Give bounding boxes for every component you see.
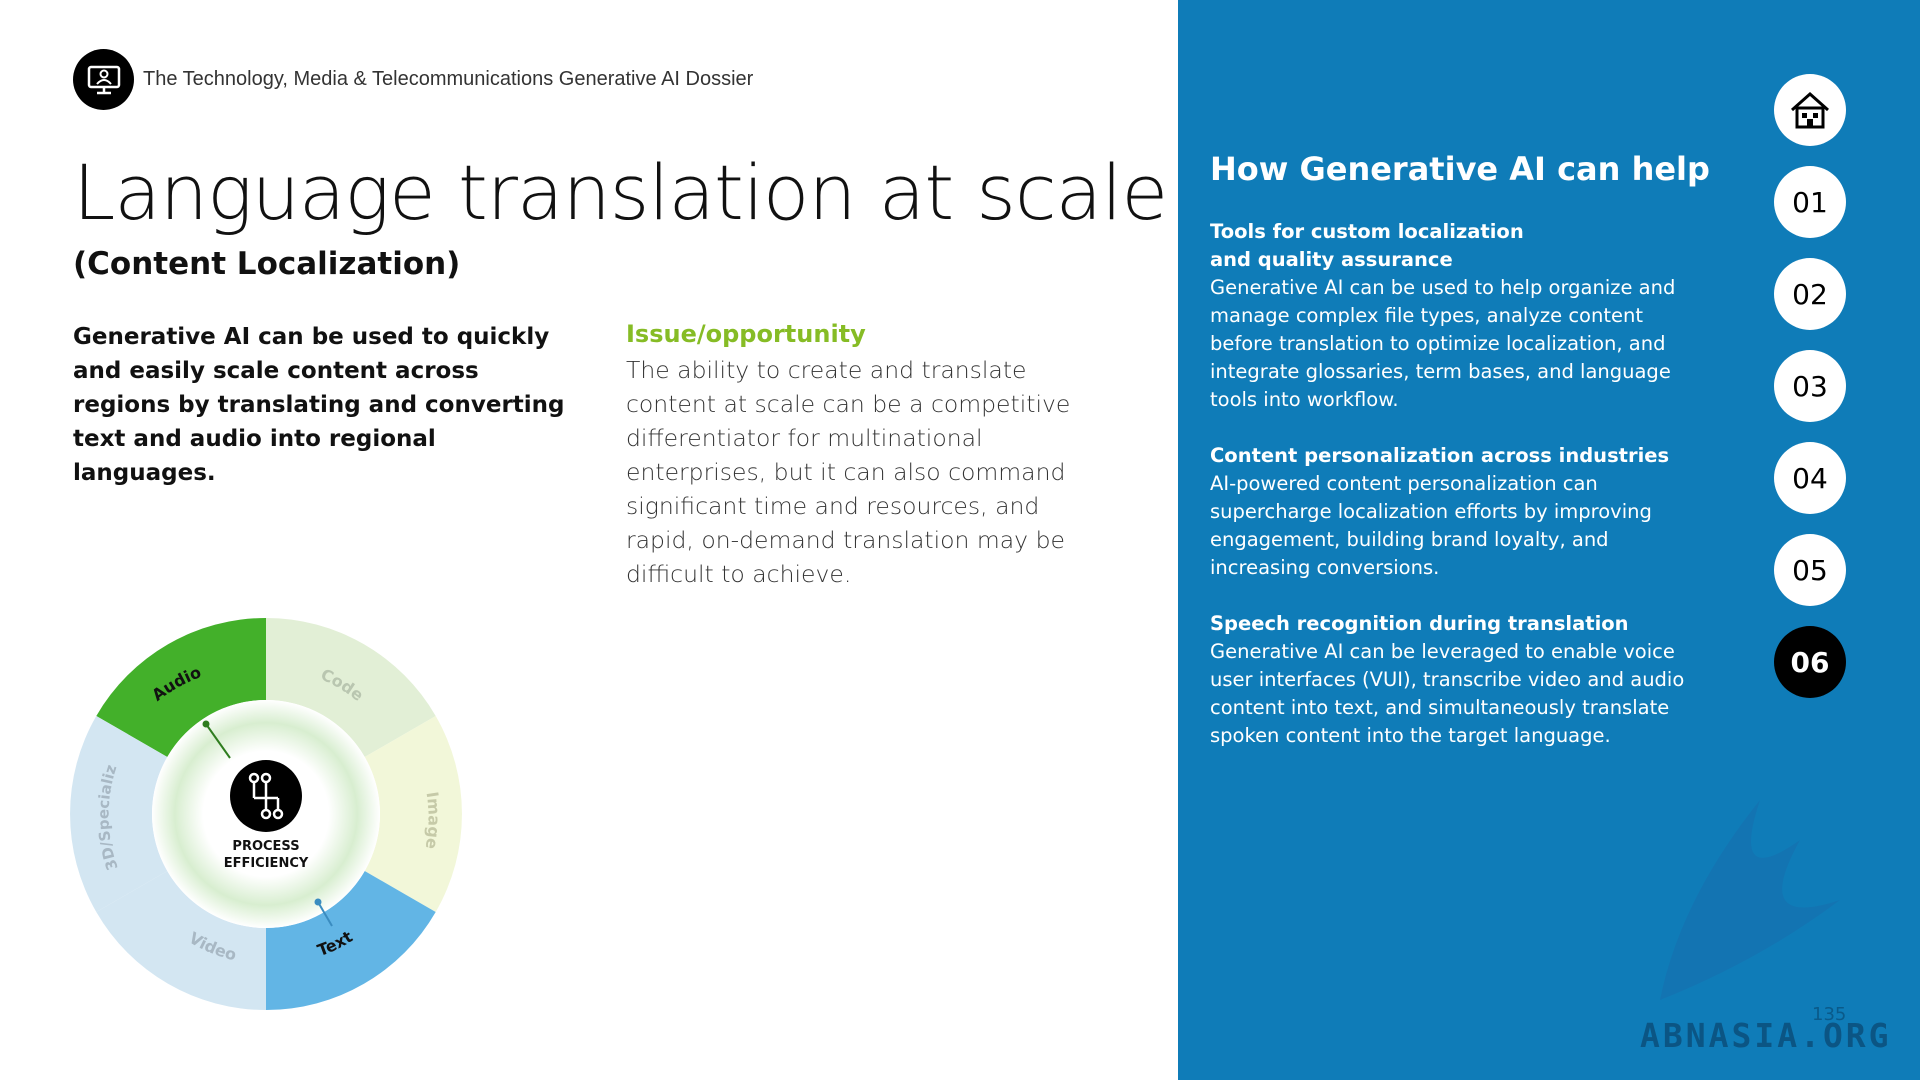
help-section-body: AI-powered content personalization can s… [1210,472,1652,579]
nav-item-05[interactable]: 05 [1774,534,1846,606]
help-section-body: Generative AI can be used to help organi… [1210,276,1676,411]
segment-text [266,871,436,1010]
modality-wheel: PROCESS EFFICIENCY Audio Code Image Text… [70,618,462,1010]
nav-item-03[interactable]: 03 [1774,350,1846,422]
home-button[interactable] [1774,74,1846,146]
watermark-text: ABNASIA.ORG [1640,1016,1892,1055]
nav-item-06[interactable]: 06 [1774,626,1846,698]
page-number: 135 [1812,1004,1847,1025]
home-icon [1791,91,1829,129]
center-label-2: EFFICIENCY [224,856,309,871]
help-section-heading: Content personalization across industrie… [1210,444,1670,467]
help-section-heading: Tools for custom localization and qualit… [1210,220,1524,271]
nav-item-01[interactable]: 01 [1774,166,1846,238]
help-title: How Generative AI can help [1210,150,1710,188]
page-title: Language translation at scale [73,148,1168,237]
segment-code [266,618,436,757]
help-section-2: Content personalization across industrie… [1210,442,1690,582]
monitor-person-icon [73,49,134,110]
segment-3d-specialized [70,716,168,912]
help-section-1: Tools for custom localization and qualit… [1210,218,1690,414]
label-image: Image [422,790,444,850]
lead-paragraph: Generative AI can be used to quickly and… [73,324,565,486]
center-label-1: PROCESS [232,839,299,854]
svg-text:Image: Image [422,790,444,850]
left-panel: The Technology, Media & Telecommunicatio… [70,49,1169,1010]
segment-image [364,716,462,912]
help-section-body: Generative AI can be leveraged to enable… [1210,640,1685,747]
help-section-heading: Speech recognition during translation [1210,612,1629,635]
nav-item-02[interactable]: 02 [1774,258,1846,330]
feather-watermark-icon [1660,800,1840,1000]
dossier-title: The Technology, Media & Telecommunicatio… [143,68,754,90]
page-subtitle: (Content Localization) [73,246,461,282]
help-section-3: Speech recognition during translation Ge… [1210,610,1690,750]
segment-video [96,871,266,1010]
nav-item-04[interactable]: 04 [1774,442,1846,514]
issue-body: The ability to create and translate cont… [626,356,1071,588]
issue-heading: Issue/opportunity [626,320,866,348]
segment-audio [96,618,266,757]
